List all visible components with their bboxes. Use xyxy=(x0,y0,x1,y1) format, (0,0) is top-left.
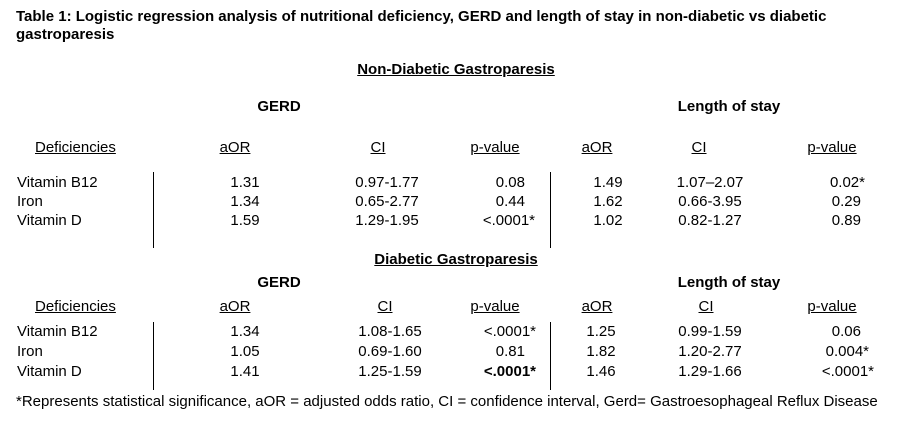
cell-p-value: 0.06 xyxy=(831,323,861,340)
cell-aor: 1.31 xyxy=(230,174,260,191)
group-header-gerd: GERD xyxy=(257,98,301,115)
cell-ci: 1.29-1.66 xyxy=(678,363,742,380)
cell-p-value: <.0001* xyxy=(821,363,874,380)
cell-ci: 0.82-1.27 xyxy=(678,212,742,229)
row-label: Vitamin B12 xyxy=(17,323,98,340)
cell-p-value: 0.08 xyxy=(495,174,525,191)
column-header-ci: CI xyxy=(691,139,707,156)
cell-ci: 1.08-1.65 xyxy=(358,323,422,340)
column-divider xyxy=(550,172,551,248)
column-divider xyxy=(153,172,154,248)
cell-aor: 1.05 xyxy=(230,343,260,360)
column-header-deficiencies: Deficiencies xyxy=(35,298,116,315)
cell-p-value: <.0001* xyxy=(483,323,536,340)
column-header-ci: CI xyxy=(698,298,714,315)
column-header-ci: CI xyxy=(370,139,386,156)
group-header-gerd: GERD xyxy=(257,274,301,291)
cell-aor: 1.62 xyxy=(593,193,623,210)
cell-ci: 1.20-2.77 xyxy=(678,343,742,360)
column-header-ci: CI xyxy=(377,298,393,315)
row-label: Vitamin D xyxy=(17,212,82,229)
cell-p-value: 0.81 xyxy=(495,343,525,360)
cell-p-value: 0.44 xyxy=(495,193,525,210)
cell-ci: 0.69-1.60 xyxy=(358,343,422,360)
column-header-aor: aOR xyxy=(581,139,613,156)
cell-ci: 0.99-1.59 xyxy=(678,323,742,340)
column-header-p-value: p-value xyxy=(807,139,857,156)
cell-ci: 1.07–2.07 xyxy=(676,174,744,191)
cell-p-value: 0.89 xyxy=(831,212,861,229)
cell-p-value: 0.004* xyxy=(825,343,869,360)
column-divider xyxy=(550,322,551,390)
group-header-length-of-stay: Length of stay xyxy=(677,98,781,115)
column-header-aor: aOR xyxy=(219,139,251,156)
cell-aor: 1.82 xyxy=(586,343,616,360)
column-header-p-value: p-value xyxy=(470,139,520,156)
column-header-aor: aOR xyxy=(581,298,613,315)
cell-aor: 1.02 xyxy=(593,212,623,229)
row-label: Vitamin D xyxy=(17,363,82,380)
column-divider xyxy=(153,322,154,390)
cell-p-value: 0.02* xyxy=(829,174,865,191)
footnote: *Represents statistical significance, aO… xyxy=(16,393,878,410)
table-title: Table 1: Logistic regression analysis of… xyxy=(16,8,827,43)
group-header-length-of-stay: Length of stay xyxy=(677,274,781,291)
row-label: Iron xyxy=(17,343,43,360)
section-heading-non-diabetic: Non-Diabetic Gastroparesis xyxy=(357,61,555,78)
cell-ci: 1.25-1.59 xyxy=(358,363,422,380)
cell-aor: 1.49 xyxy=(593,174,623,191)
cell-aor: 1.34 xyxy=(230,323,260,340)
cell-aor: 1.46 xyxy=(586,363,616,380)
column-header-p-value: p-value xyxy=(470,298,520,315)
column-header-p-value: p-value xyxy=(807,298,857,315)
cell-aor: 1.41 xyxy=(230,363,260,380)
row-label: Iron xyxy=(17,193,43,210)
cell-ci: 0.66-3.95 xyxy=(678,193,742,210)
cell-p-value: 0.29 xyxy=(831,193,861,210)
cell-ci: 1.29-1.95 xyxy=(355,212,419,229)
column-header-deficiencies: Deficiencies xyxy=(35,139,116,156)
cell-ci: 0.65-2.77 xyxy=(355,193,419,210)
cell-p-value: <.0001* xyxy=(483,363,536,380)
column-header-aor: aOR xyxy=(219,298,251,315)
cell-ci: 0.97-1.77 xyxy=(355,174,419,191)
section-heading-diabetic: Diabetic Gastroparesis xyxy=(374,251,538,268)
cell-p-value: <.0001* xyxy=(482,212,535,229)
cell-aor: 1.25 xyxy=(586,323,616,340)
row-label: Vitamin B12 xyxy=(17,174,98,191)
cell-aor: 1.34 xyxy=(230,193,260,210)
cell-aor: 1.59 xyxy=(230,212,260,229)
